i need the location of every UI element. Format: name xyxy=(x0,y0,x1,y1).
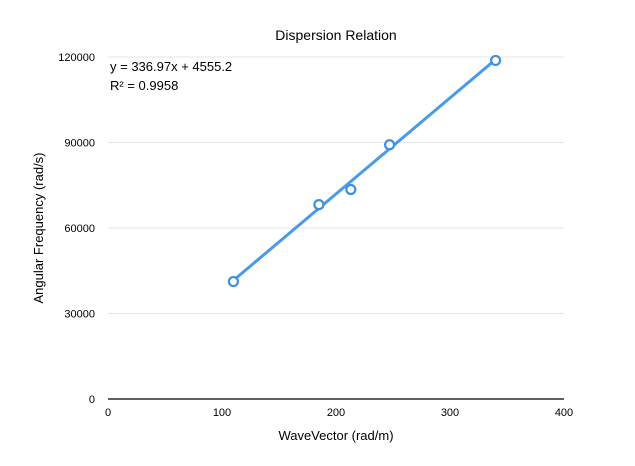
x-tick-label: 100 xyxy=(213,407,231,419)
y-tick-label: 60000 xyxy=(64,223,95,235)
data-point xyxy=(313,199,325,211)
x-tick-label: 200 xyxy=(327,407,345,419)
y-tick-label: 30000 xyxy=(64,309,95,321)
data-point xyxy=(345,183,357,196)
tick-labels: 0 30000 60000 90000 120000 0 100 200 300 400 xyxy=(58,52,573,419)
y-axis-title: Angular Frequency (rad/s) xyxy=(31,152,46,303)
y-tick-label: 90000 xyxy=(64,138,95,150)
chart-title: Dispersion Relation xyxy=(275,27,396,43)
x-tick-label: 300 xyxy=(441,407,459,419)
trendline-equation: y = 336.97x + 4555.2 xyxy=(110,59,232,74)
data-point xyxy=(490,54,502,67)
y-tick-label: 120000 xyxy=(58,52,95,64)
data-points xyxy=(227,54,502,288)
x-axis-title: WaveVector (rad/m) xyxy=(278,428,393,443)
y-tick-label: 0 xyxy=(89,394,95,406)
trendline xyxy=(231,57,498,282)
x-tick-label: 400 xyxy=(555,407,573,419)
x-tick-label: 0 xyxy=(105,407,111,419)
grid-lines xyxy=(108,56,564,314)
r-squared-label: R² = 0.9958 xyxy=(110,78,178,93)
data-point xyxy=(383,139,396,151)
trendline-segment xyxy=(231,57,498,282)
data-point xyxy=(227,275,239,288)
